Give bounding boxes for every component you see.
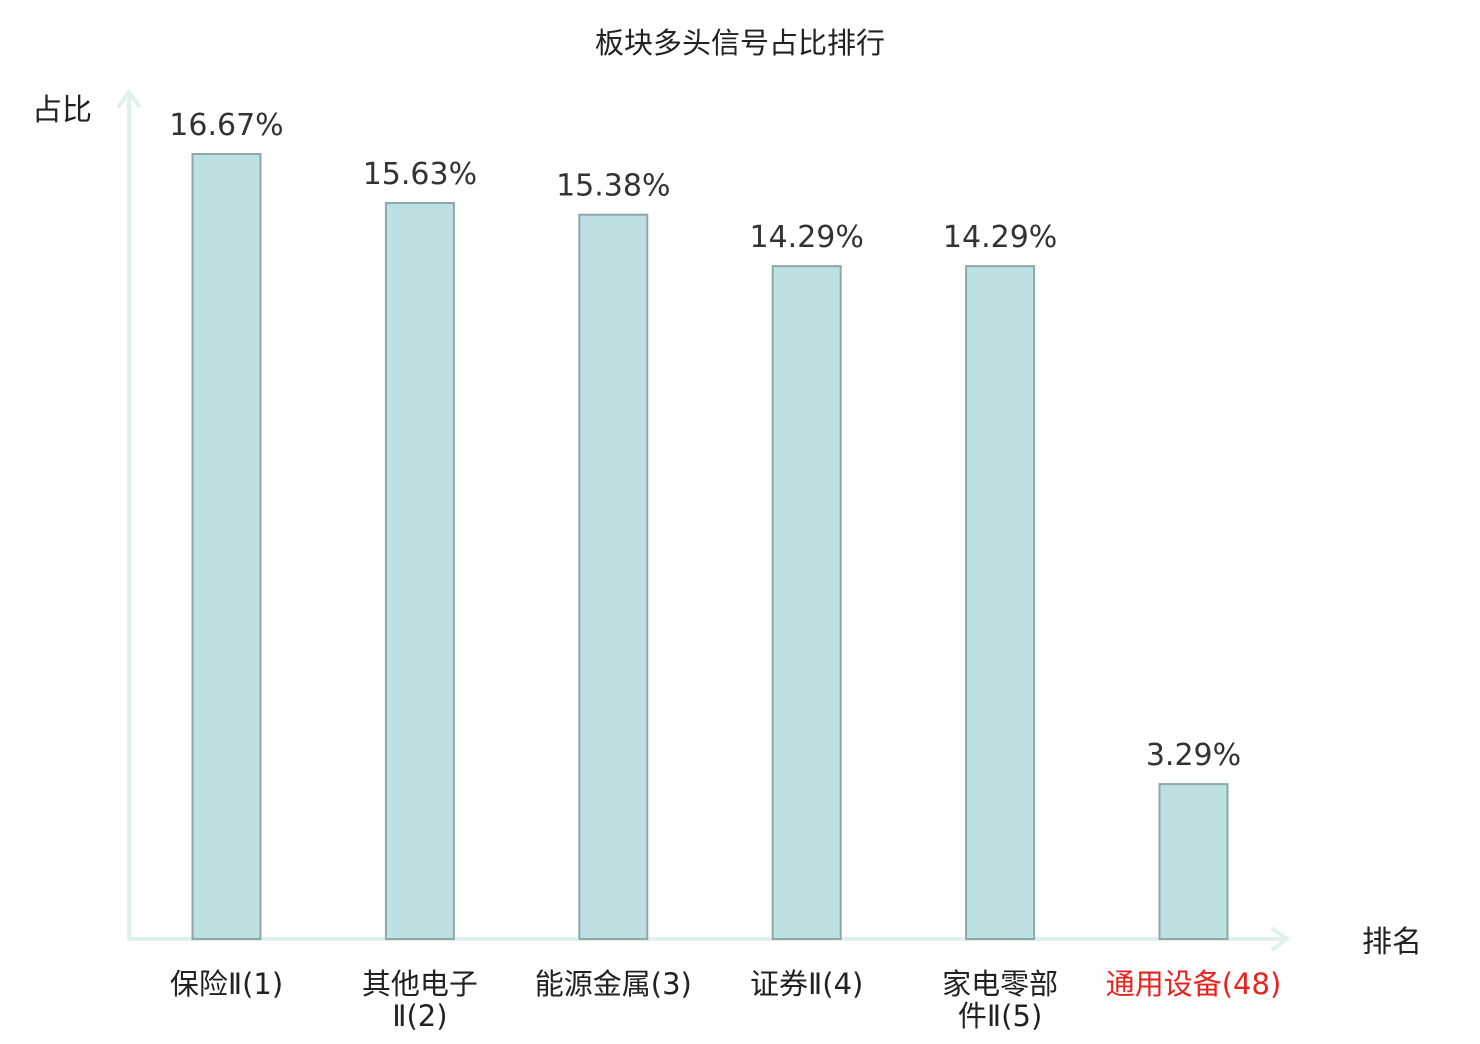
bar [771, 265, 842, 941]
value-labels-group: 16.67% 15.63% 15.38% 14.29% 14.29% 3.29% [169, 108, 1241, 773]
bar-value-label: 3.29% [1146, 738, 1241, 773]
bar-value-label: 14.29% [943, 220, 1057, 255]
x-tick-label: 家电零部件Ⅱ(5) [942, 967, 1058, 1033]
bar [578, 213, 649, 940]
bar-value-label: 16.67% [169, 108, 283, 143]
bars-group [191, 153, 1229, 941]
bar [191, 153, 262, 940]
x-tick-label: 通用设备(48) [1106, 967, 1282, 1001]
y-axis-arrow-icon [117, 90, 141, 108]
bar [1158, 783, 1229, 940]
bar-value-label: 15.38% [556, 169, 670, 204]
bar-value-label: 15.63% [363, 157, 477, 192]
x-tick-label: 证券Ⅱ(4) [750, 967, 863, 1001]
x-axis-label: 排名 [1362, 925, 1422, 960]
category-labels-group: 保险Ⅱ(1) 其他电子 Ⅱ(2) 能源金属(3) 证券Ⅱ(4) 家电零部件Ⅱ(5) 通用设备… [170, 967, 1281, 1033]
chart-title: 板块多头信号占比排行 [595, 26, 885, 60]
axes [117, 90, 1289, 951]
bar [384, 202, 455, 940]
bar-value-label: 14.29% [750, 220, 864, 255]
x-tick-label: 保险Ⅱ(1) [170, 967, 283, 1001]
x-tick-label: 其他电子 Ⅱ(2) [362, 967, 478, 1033]
x-axis-arrow-icon [1271, 927, 1289, 951]
y-axis-label: 占比 [32, 93, 92, 128]
x-tick-label: 能源金属(3) [535, 967, 692, 1001]
bar [965, 265, 1036, 941]
